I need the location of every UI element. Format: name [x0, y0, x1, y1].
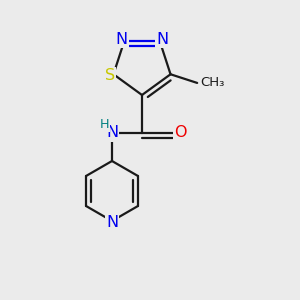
Text: H: H — [100, 118, 110, 131]
Text: H: H — [99, 118, 109, 132]
Text: N: N — [106, 125, 118, 140]
Text: CH₃: CH₃ — [201, 76, 225, 89]
Text: N: N — [156, 32, 168, 47]
Text: O: O — [174, 125, 186, 140]
Text: N: N — [106, 215, 118, 230]
Text: N: N — [103, 124, 115, 140]
Text: N: N — [116, 32, 128, 47]
Text: S: S — [105, 68, 116, 83]
